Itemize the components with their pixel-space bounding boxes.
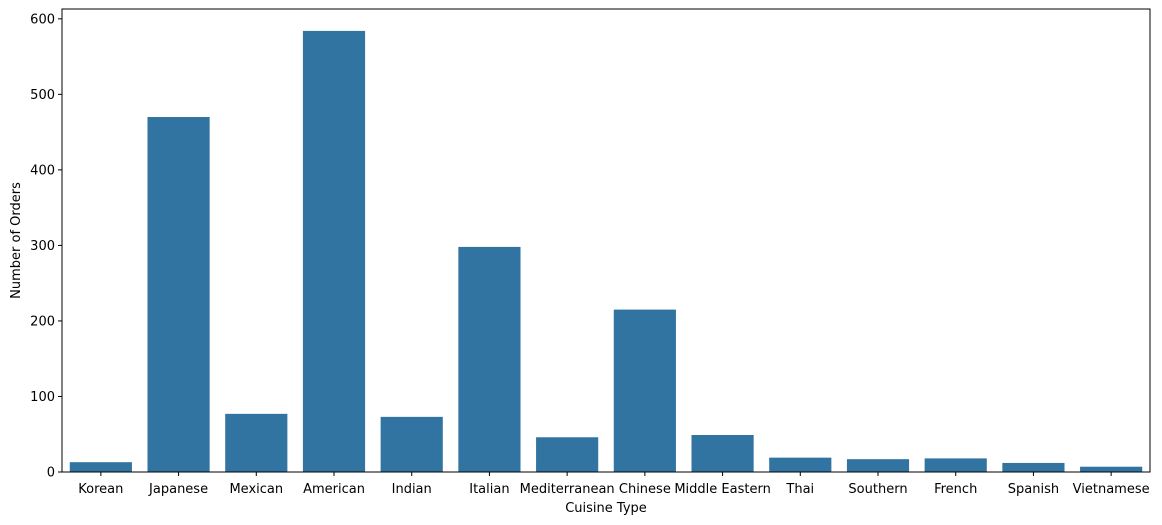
x-axis-label: Cuisine Type <box>565 501 647 516</box>
x-tick-label: Middle Eastern <box>674 482 770 497</box>
x-tick-label: Vietnamese <box>1073 482 1150 497</box>
bar-mediterranean <box>536 437 599 472</box>
x-tick-label: Chinese <box>619 482 671 497</box>
x-tick-label: Thai <box>785 482 814 497</box>
bar-southern <box>846 459 910 472</box>
y-axis: 0 100 200 300 400 500 600 <box>30 12 62 481</box>
bar-vietnamese <box>1080 466 1143 472</box>
bar-spanish <box>1002 462 1065 472</box>
bar-italian <box>458 246 521 472</box>
x-tick-label: Italian <box>469 482 509 497</box>
bar-indian <box>380 416 443 472</box>
y-tick-label: 200 <box>30 314 55 329</box>
x-tick-label: Mexican <box>229 482 283 497</box>
x-tick-label: Southern <box>848 482 907 497</box>
bar-french <box>924 458 987 472</box>
bar-american <box>302 30 366 473</box>
y-tick-label: 400 <box>30 163 55 178</box>
bar-chinese <box>613 309 676 472</box>
x-tick-label: American <box>303 482 365 497</box>
y-tick-label: 600 <box>30 12 55 27</box>
bars-group <box>69 30 1143 473</box>
x-tick-label: Korean <box>78 482 123 497</box>
plot-frame <box>61 8 1151 473</box>
y-tick-label: 0 <box>47 466 55 481</box>
x-tick-label: Japanese <box>148 482 208 497</box>
x-tick-label: Spanish <box>1008 482 1059 497</box>
x-tick-label: Indian <box>392 482 432 497</box>
bar-middle-eastern <box>691 434 754 472</box>
bar-thai <box>769 457 832 472</box>
bar-japanese <box>147 117 210 473</box>
x-tick-label: French <box>934 482 977 497</box>
y-tick-label: 500 <box>30 88 55 103</box>
bar-mexican <box>225 413 288 472</box>
x-tick-label: Mediterranean <box>520 482 615 497</box>
y-tick-label: 300 <box>30 239 55 254</box>
bar-korean <box>69 462 132 472</box>
y-tick-label: 100 <box>30 390 55 405</box>
y-axis-label: Number of Orders <box>9 182 24 299</box>
x-axis: Korean Japanese Mexican American Indian Itali… <box>78 472 1150 497</box>
